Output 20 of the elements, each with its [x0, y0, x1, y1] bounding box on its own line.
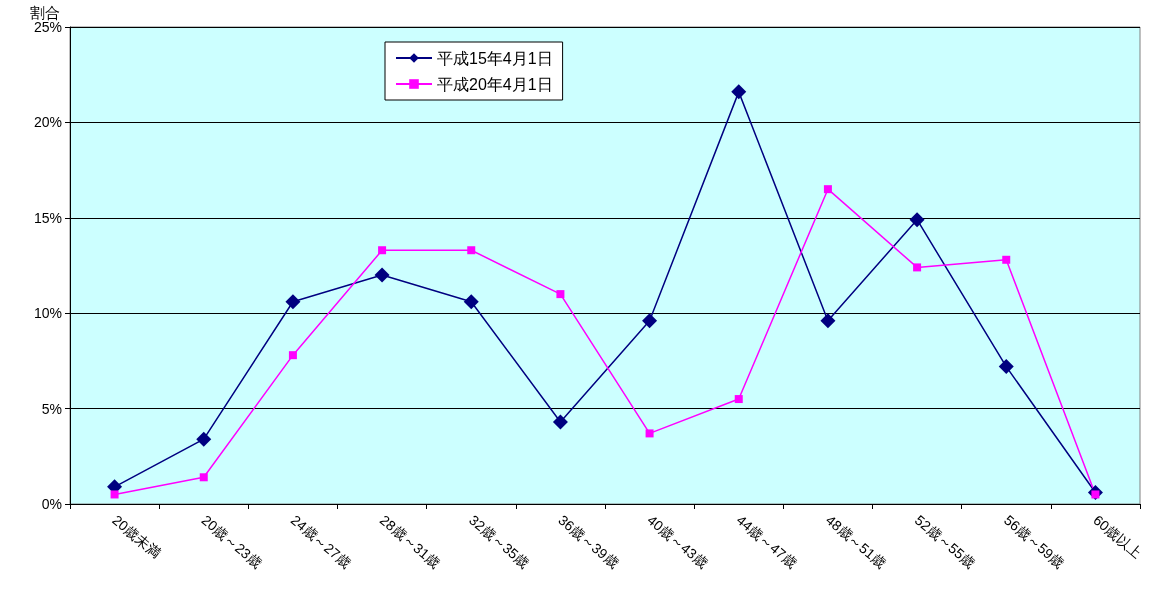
x-tick-label: 40歳～43歳 — [644, 511, 711, 572]
x-tick-label: 52歳～55歳 — [911, 511, 979, 572]
y-tick-label: 15% — [33, 209, 62, 226]
x-tick-label: 60歳以上 — [1090, 511, 1145, 562]
y-tick-label: 5% — [41, 400, 62, 417]
x-tick-label: 32歳～35歳 — [466, 511, 533, 572]
y-tick-label: 0% — [41, 496, 62, 512]
legend-label: 平成20年4月1日 — [437, 75, 553, 93]
x-tick-label: 36歳～39歳 — [555, 511, 622, 572]
x-tick-label: 28歳～31歳 — [376, 511, 444, 572]
legend-label: 平成15年4月1日 — [437, 49, 553, 67]
x-tick-label: 20歳～23歳 — [198, 511, 265, 572]
y-axis-title: 割合 — [30, 4, 60, 22]
x-tick-label: 44歳～47歳 — [733, 511, 800, 572]
x-tick-label: 20歳未満 — [109, 511, 164, 562]
y-tick-label: 10% — [33, 305, 62, 322]
x-tick-label: 48歳～51歳 — [822, 511, 890, 572]
x-tick-label: 56歳～59歳 — [1001, 511, 1068, 572]
x-tick-label: 24歳～27歳 — [287, 511, 355, 572]
y-tick-label: 20% — [33, 114, 62, 131]
